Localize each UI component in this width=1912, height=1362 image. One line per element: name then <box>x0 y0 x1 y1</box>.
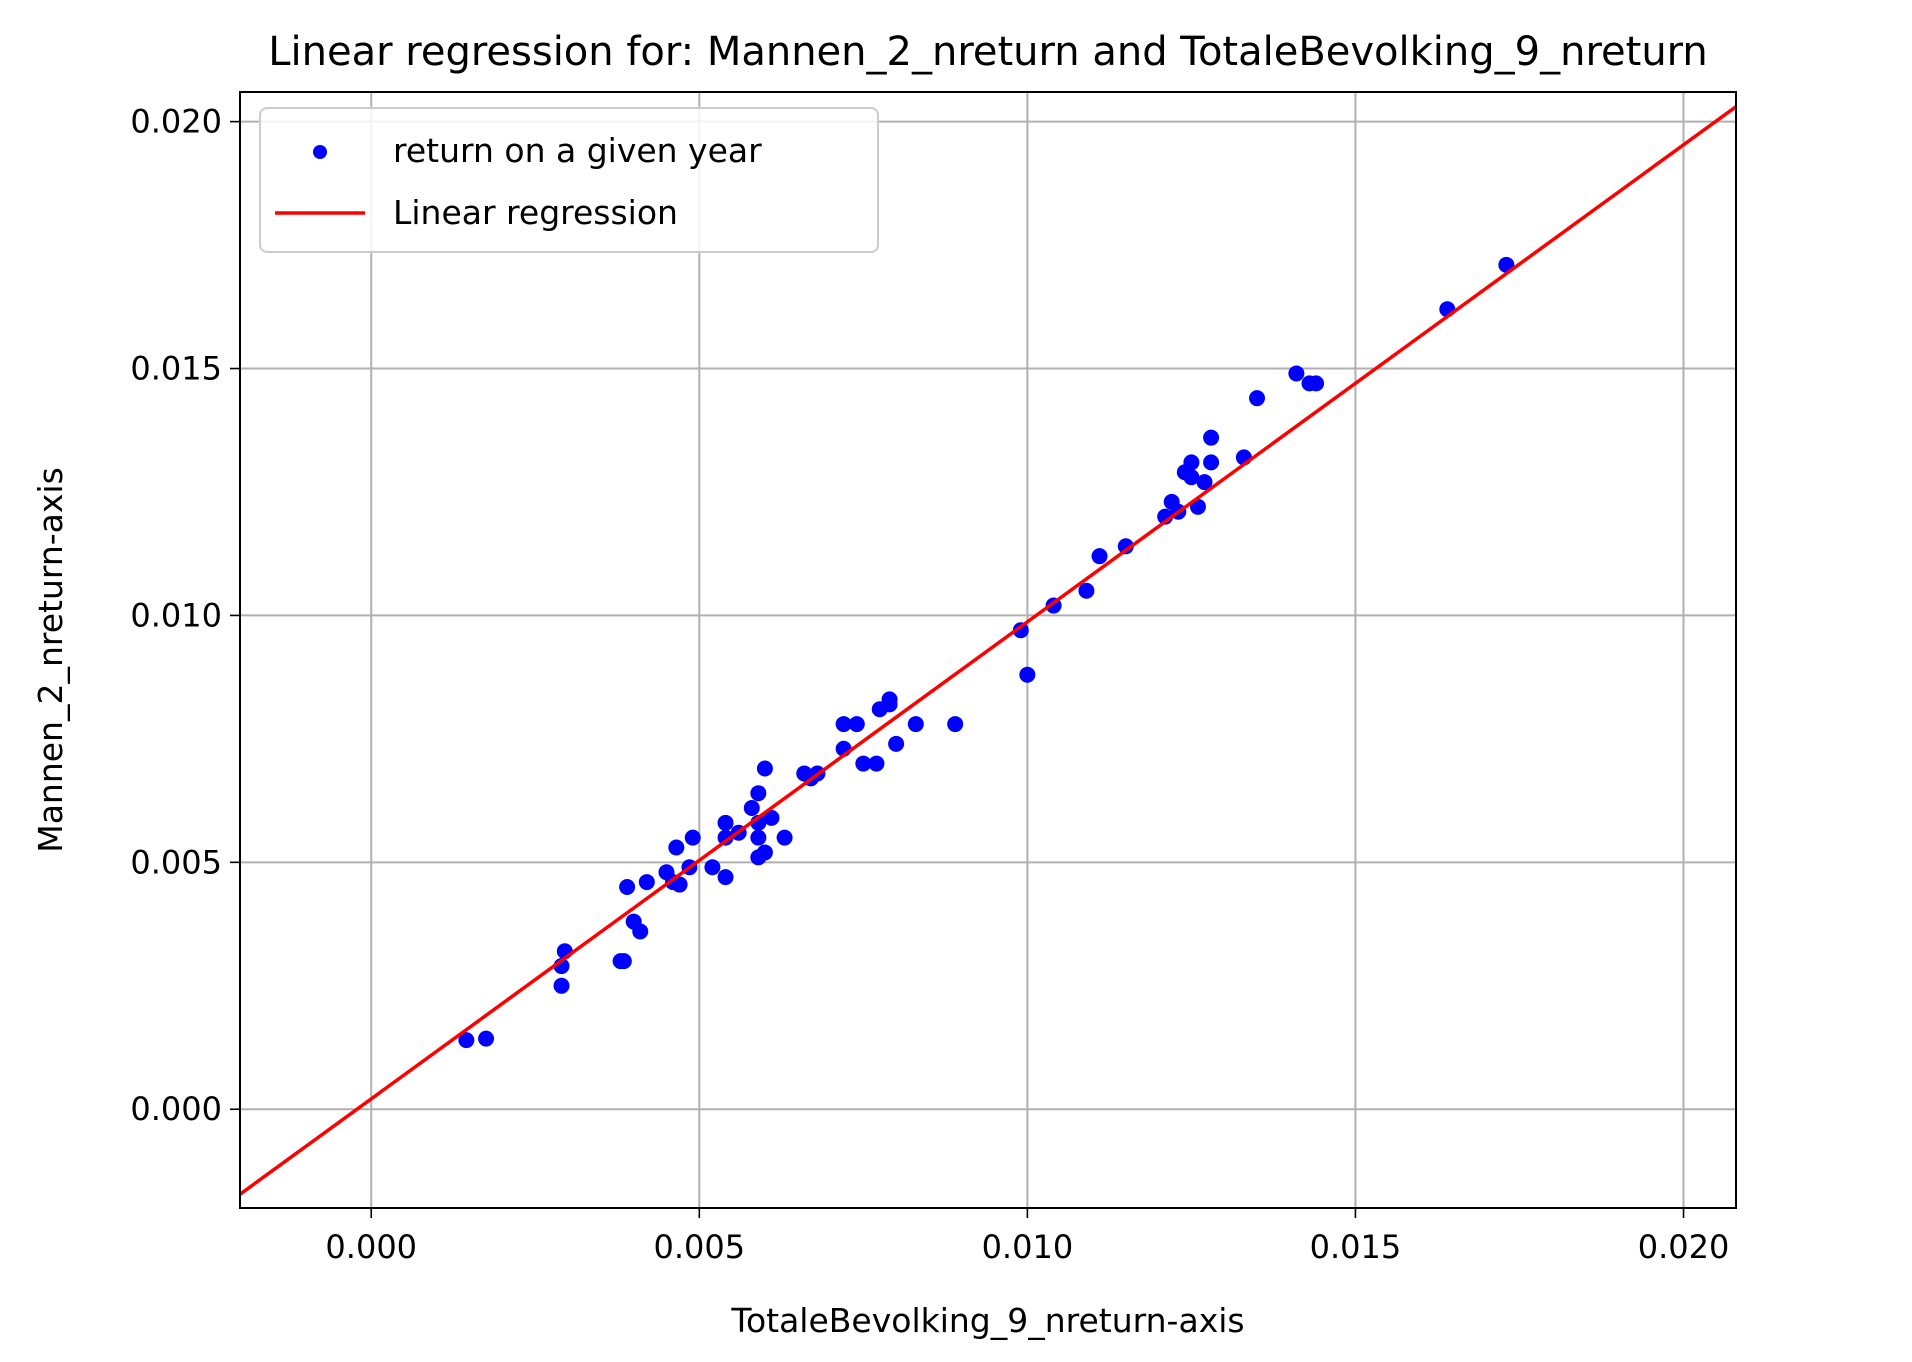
y-tick-label: 0.010 <box>130 596 222 634</box>
regression-series <box>240 105 1736 1196</box>
y-tick-label: 0.005 <box>130 843 222 881</box>
scatter-point <box>947 716 964 733</box>
scatter-point <box>756 760 773 777</box>
scatter-point <box>638 874 655 891</box>
scatter-point <box>750 785 767 802</box>
scatter-point <box>743 800 760 817</box>
scatter-point <box>1308 375 1325 392</box>
scatter-point <box>717 814 734 831</box>
x-tick-label: 0.010 <box>982 1228 1074 1266</box>
chart-title: Linear regression for: Mannen_2_nreturn … <box>268 29 1708 75</box>
y-axis-label: Mannen_2_nreturn-axis <box>31 467 70 853</box>
scatter-point <box>835 716 852 733</box>
y-tick-label: 0.015 <box>130 350 222 388</box>
scatter-point <box>458 1032 475 1049</box>
scatter-point <box>619 879 636 896</box>
scatter-point <box>704 859 721 876</box>
legend-frame <box>259 107 879 253</box>
scatter-point <box>881 691 898 708</box>
scatter-point <box>907 716 924 733</box>
x-tick-label: 0.015 <box>1310 1228 1402 1266</box>
regression-line <box>240 105 1736 1196</box>
scatter-point <box>478 1030 495 1047</box>
scatter-point <box>1203 454 1220 471</box>
scatter-point <box>717 829 734 846</box>
x-tick-label: 0.005 <box>653 1228 745 1266</box>
scatter-point <box>615 953 632 970</box>
scatter-point <box>1012 622 1029 639</box>
x-axis-label: TotaleBevolking_9_nreturn-axis <box>730 1301 1244 1340</box>
scatter-point <box>763 809 780 826</box>
scatter-point <box>776 829 793 846</box>
legend-scatter-marker <box>313 145 327 159</box>
scatter-point <box>756 844 773 861</box>
x-tick-label: 0.000 <box>325 1228 417 1266</box>
scatter-point <box>1019 666 1036 683</box>
scatter-point <box>1249 390 1266 407</box>
scatter-point <box>1078 582 1095 599</box>
scatter-point <box>1288 365 1305 382</box>
scatter-point <box>848 716 865 733</box>
scatter-point <box>888 735 905 752</box>
scatter-point <box>1091 548 1108 565</box>
plot-area: 0.000 0.005 0.010 0.015 0.020 0.000 0.005 0.010… <box>130 91 1737 1266</box>
scatter-point <box>1183 454 1200 471</box>
legend: return on a given year Linear regression <box>259 107 879 253</box>
scatter-point <box>671 876 688 893</box>
y-tick-label: 0.020 <box>130 103 222 141</box>
scatter-point <box>1196 474 1213 491</box>
scatter-point <box>1183 469 1200 486</box>
legend-label-regression: Linear regression <box>393 193 678 232</box>
scatter-point <box>668 839 685 856</box>
scatter-point <box>1203 429 1220 446</box>
scatter-point <box>868 755 885 772</box>
x-tick-label: 0.020 <box>1638 1228 1730 1266</box>
scatter-point <box>553 977 570 994</box>
axes-frame <box>239 91 1737 1209</box>
scatter-point <box>684 829 701 846</box>
scatter-point <box>1117 538 1134 555</box>
scatter-point <box>750 829 767 846</box>
scatter-point <box>855 755 872 772</box>
scatter-point <box>632 923 649 940</box>
y-tick-label: 0.000 <box>130 1090 222 1128</box>
scatter-point <box>717 869 734 886</box>
legend-label-scatter: return on a given year <box>393 131 762 170</box>
